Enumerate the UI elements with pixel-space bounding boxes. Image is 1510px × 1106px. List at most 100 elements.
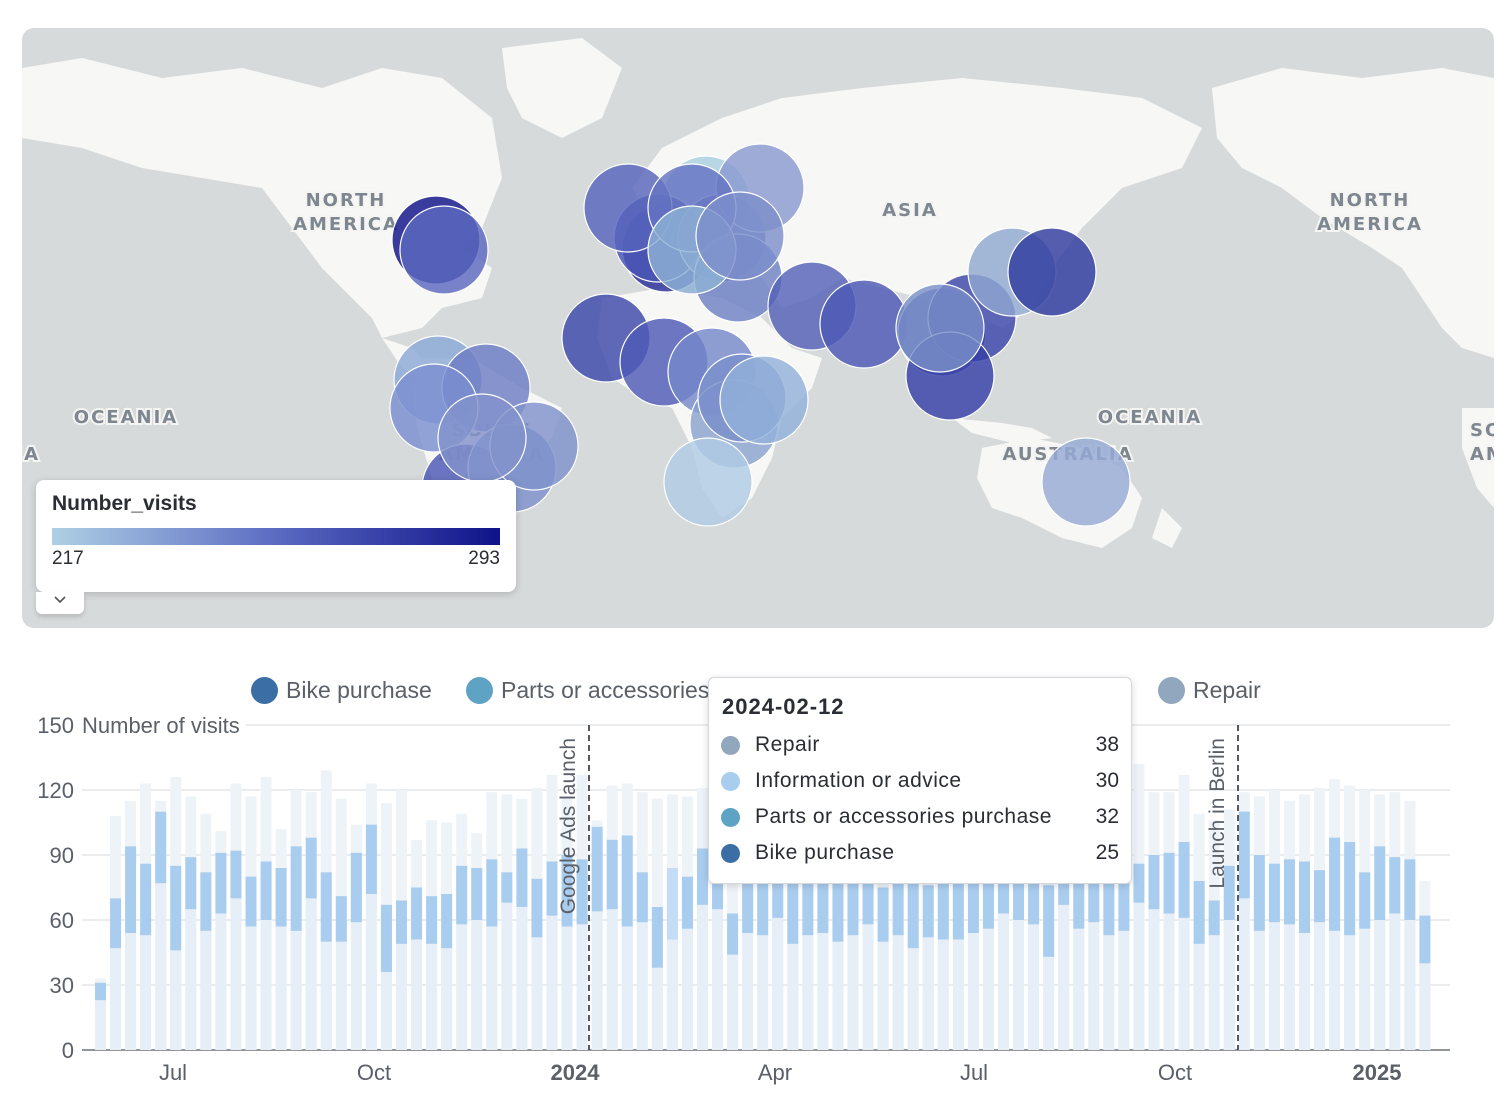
bar-highlighted-segment[interactable] [907, 876, 919, 949]
bar-highlighted-segment[interactable] [516, 848, 528, 908]
bar-highlighted-segment[interactable] [802, 883, 814, 936]
map-bubble[interactable] [399, 205, 489, 295]
bar-highlighted-segment[interactable] [305, 837, 317, 899]
bar-highlighted-segment[interactable] [95, 982, 106, 1001]
bar-highlighted-segment[interactable] [1389, 857, 1401, 914]
bar-highlighted-segment[interactable] [742, 857, 754, 933]
bar-highlighted-segment[interactable] [998, 859, 1009, 914]
bar-highlighted-segment[interactable] [847, 876, 859, 936]
bar-highlighted-segment[interactable] [1419, 915, 1431, 964]
bar-highlighted-segment[interactable] [651, 907, 663, 968]
bar-highlighted-segment[interactable] [952, 863, 964, 940]
bar-highlighted-segment[interactable] [967, 868, 979, 933]
map-bubble[interactable] [1007, 227, 1097, 317]
bar-highlighted-segment[interactable] [982, 865, 994, 929]
bar-highlighted-segment[interactable] [1163, 852, 1175, 914]
bar-highlighted-segment[interactable] [471, 868, 483, 920]
bar-highlighted-segment[interactable] [411, 887, 423, 940]
bar-highlighted-segment[interactable] [396, 900, 407, 944]
bar-highlighted-segment[interactable] [1374, 846, 1386, 920]
bar-highlighted-segment[interactable] [1058, 863, 1070, 905]
bar-highlighted-segment[interactable] [365, 824, 377, 894]
map-bubble[interactable] [663, 437, 753, 527]
bar-highlighted-segment[interactable] [185, 857, 197, 910]
bar-highlighted-segment[interactable] [681, 876, 693, 929]
legend-item-repair[interactable]: Repair [1158, 676, 1261, 704]
bar-highlighted-segment[interactable] [1223, 865, 1235, 920]
bar-highlighted-segment[interactable] [110, 898, 122, 949]
bar-highlighted-segment[interactable] [260, 861, 272, 921]
world-map[interactable]: NORTH AMERICA ASIA NORTH AMERICA OCEANIA OCEAN… [22, 28, 1494, 628]
bar-highlighted-segment[interactable] [1118, 876, 1130, 931]
bar-highlighted-segment[interactable] [1404, 859, 1416, 920]
bar-highlighted-segment[interactable] [140, 863, 152, 936]
bar-highlighted-segment[interactable] [501, 872, 513, 903]
bar-highlighted-segment[interactable] [200, 872, 212, 931]
bar-highlighted-segment[interactable] [486, 859, 498, 927]
bar-highlighted-segment[interactable] [1329, 837, 1341, 931]
bar-highlighted-segment[interactable] [1028, 872, 1040, 925]
legend-item-bike-purchase[interactable]: Bike purchase [251, 676, 432, 704]
bar-highlighted-segment[interactable] [245, 876, 257, 927]
bar-highlighted-segment[interactable] [380, 904, 392, 972]
bar-highlighted-segment[interactable] [862, 874, 874, 925]
map-bubble[interactable] [1041, 437, 1131, 527]
bar-highlighted-segment[interactable] [1148, 855, 1160, 910]
map-bubble[interactable] [695, 191, 785, 281]
bar-highlighted-segment[interactable] [1133, 863, 1145, 903]
bar-highlighted-segment[interactable] [727, 913, 739, 955]
bar-highlighted-segment[interactable] [922, 885, 934, 938]
bar-highlighted-segment[interactable] [1238, 811, 1250, 899]
bar-highlighted-segment[interactable] [350, 852, 362, 923]
bar-highlighted-segment[interactable] [125, 846, 137, 933]
map-bubbles[interactable] [389, 143, 1131, 533]
map-bubble[interactable] [719, 355, 809, 445]
bar-highlighted-segment[interactable] [546, 861, 558, 916]
bar-highlighted-segment[interactable] [772, 857, 784, 918]
bar-highlighted-segment[interactable] [1283, 859, 1295, 925]
map-bubble[interactable] [437, 393, 527, 483]
bar-highlighted-segment[interactable] [937, 876, 949, 940]
bar-highlighted-segment[interactable] [877, 887, 889, 942]
bar-highlighted-segment[interactable] [1178, 842, 1190, 918]
bar-highlighted-segment[interactable] [787, 878, 799, 944]
bar-highlighted-segment[interactable] [441, 894, 453, 949]
visits-chart[interactable]: Bike purchase Parts or accessories purch… [0, 640, 1510, 1106]
bar-highlighted-segment[interactable] [561, 855, 573, 927]
bar-highlighted-segment[interactable] [1073, 863, 1085, 929]
bar-highlighted-segment[interactable] [320, 872, 332, 942]
bar-highlighted-segment[interactable] [275, 868, 287, 927]
bar-highlighted-segment[interactable] [1359, 872, 1371, 929]
bar-highlighted-segment[interactable] [335, 896, 347, 942]
map-panel[interactable]: NORTH AMERICA ASIA NORTH AMERICA OCEANIA OCEAN… [22, 28, 1494, 628]
chart-plot[interactable]: 0 30 60 90 120 150 Number of visits Google Ads … [0, 640, 1510, 1106]
bar-highlighted-segment[interactable] [215, 852, 227, 914]
bar-highlighted-segment[interactable] [1314, 870, 1326, 923]
bar-highlighted-segment[interactable] [1299, 861, 1310, 934]
bar-highlighted-segment[interactable] [1088, 859, 1100, 923]
bar-highlighted-segment[interactable] [817, 863, 829, 933]
bar-highlighted-segment[interactable] [170, 865, 182, 951]
bar-highlighted-segment[interactable] [892, 855, 904, 936]
bar-highlighted-segment[interactable] [155, 811, 167, 884]
bar-highlighted-segment[interactable] [230, 850, 242, 899]
legend-collapse-button[interactable] [36, 592, 84, 614]
bar-highlighted-segment[interactable] [1253, 855, 1265, 931]
bar-highlighted-segment[interactable] [697, 848, 708, 905]
bar-highlighted-segment[interactable] [1344, 842, 1356, 936]
bar-highlighted-segment[interactable] [636, 872, 648, 923]
bar-highlighted-segment[interactable] [832, 868, 844, 942]
bar-highlighted-segment[interactable] [1103, 863, 1115, 936]
bar-highlighted-segment[interactable] [1208, 900, 1220, 936]
bar-highlighted-segment[interactable] [531, 878, 543, 938]
bar-highlighted-segment[interactable] [621, 835, 633, 927]
bar-highlighted-segment[interactable] [1268, 863, 1280, 923]
bar-highlighted-segment[interactable] [666, 868, 678, 940]
bar-highlighted-segment[interactable] [606, 839, 618, 910]
bar-highlighted-segment[interactable] [1193, 881, 1205, 944]
bar-highlighted-segment[interactable] [426, 896, 438, 944]
bar-highlighted-segment[interactable] [591, 826, 603, 912]
bar-highlighted-segment[interactable] [576, 859, 588, 925]
bar-highlighted-segment[interactable] [1013, 883, 1025, 920]
bar-highlighted-segment[interactable] [456, 865, 468, 925]
